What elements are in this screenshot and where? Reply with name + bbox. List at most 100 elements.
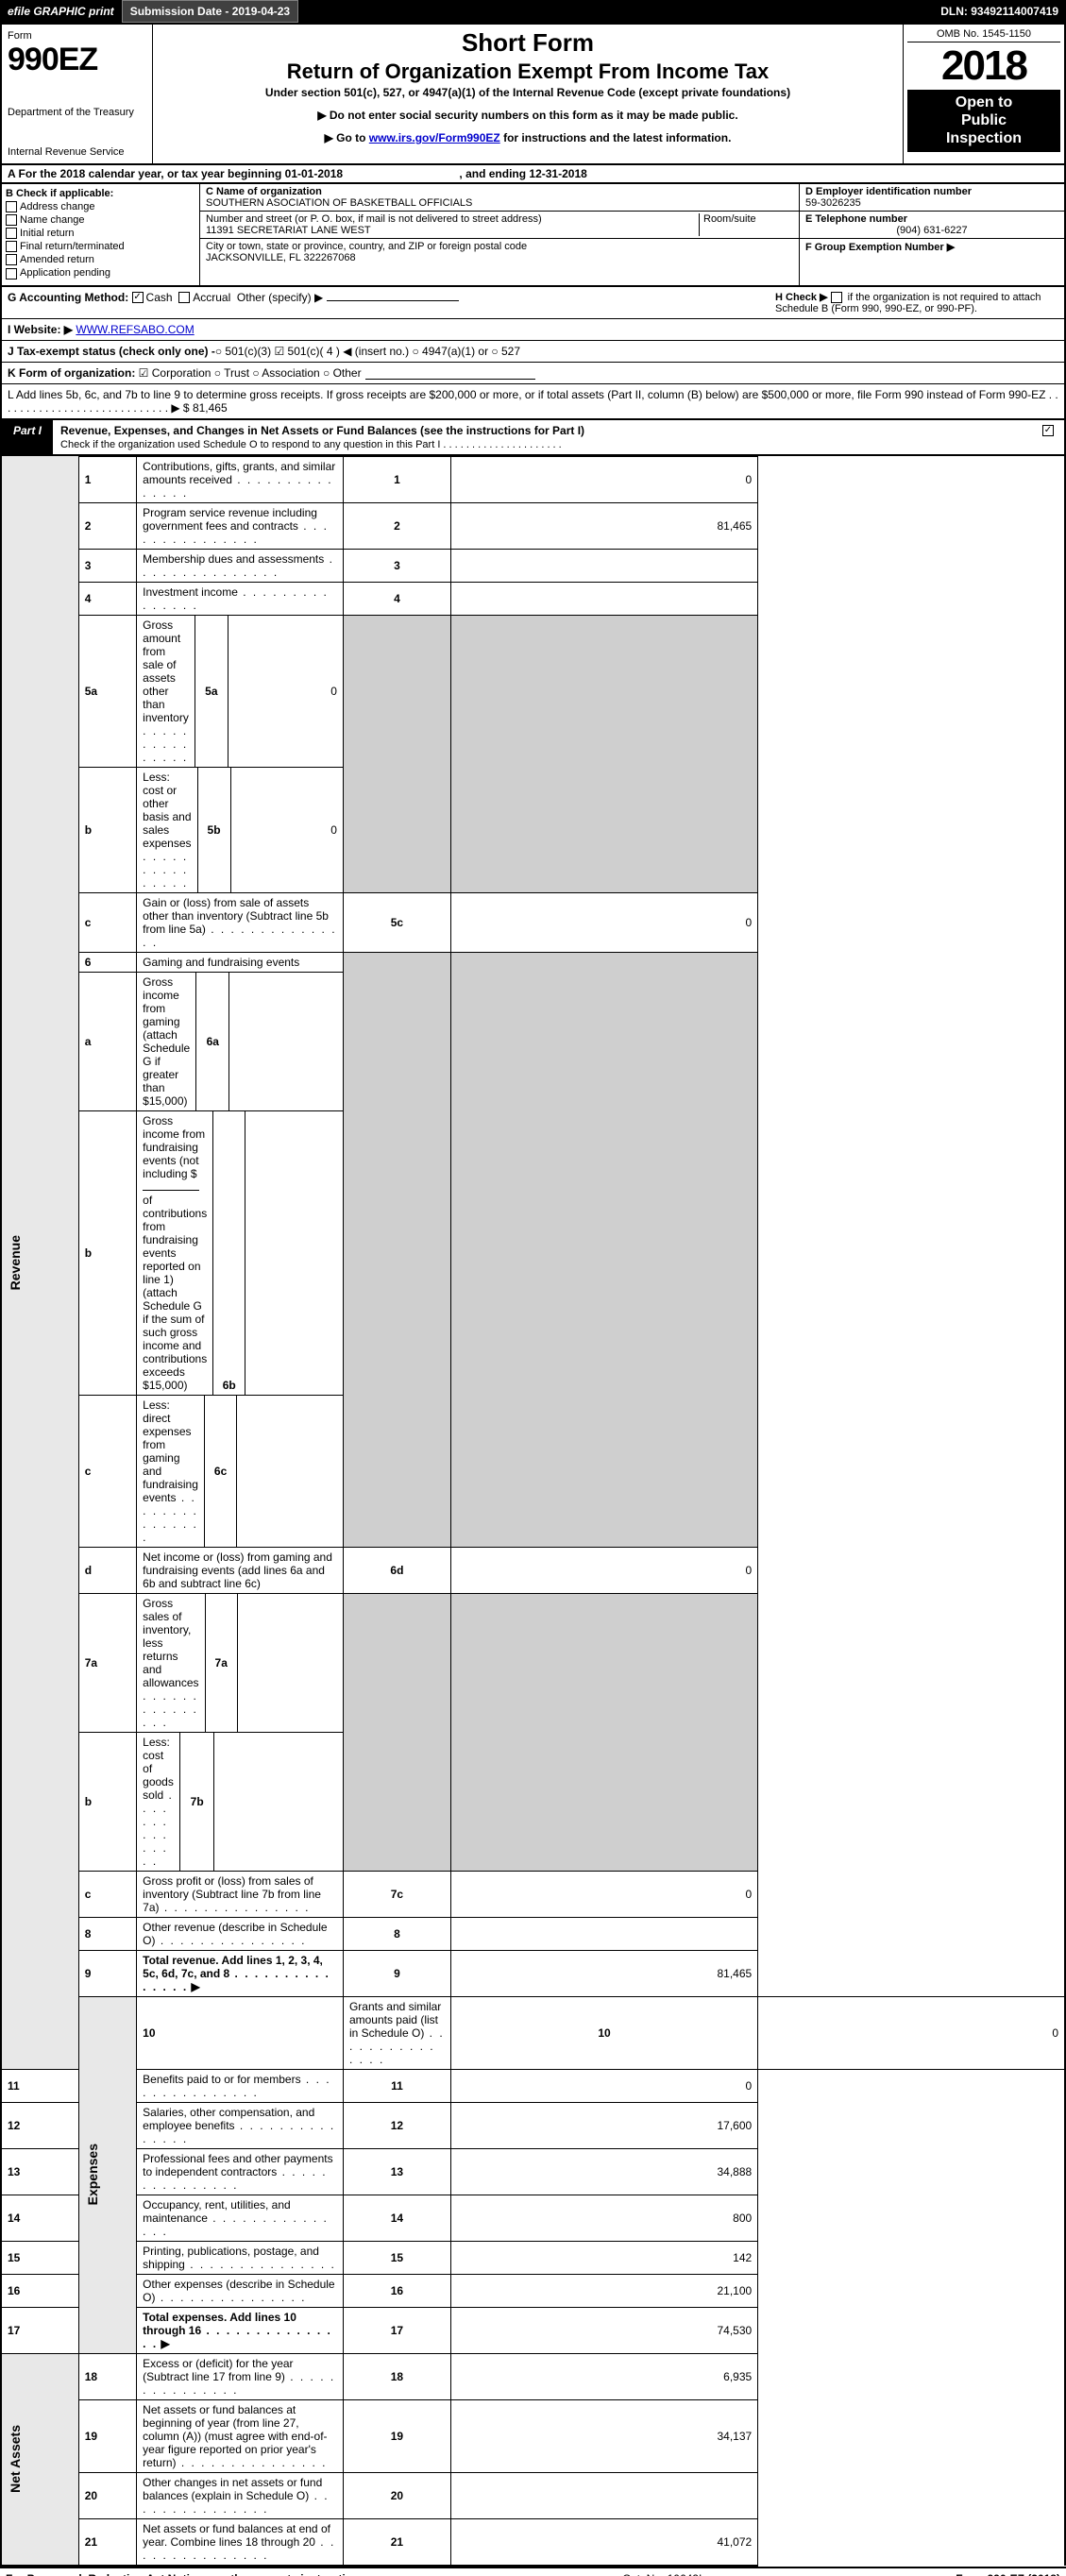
line16-desc: Other expenses (describe in Schedule O)	[143, 2278, 334, 2304]
top-bar: efile GRAPHIC print Submission Date - 20…	[0, 0, 1066, 23]
line2-desc: Program service revenue including govern…	[143, 506, 329, 546]
line8-desc: Other revenue (describe in Schedule O)	[143, 1921, 327, 1947]
dln: DLN: 93492114007419	[933, 0, 1066, 23]
chk-initial-return[interactable]: Initial return	[6, 228, 195, 239]
part1-tab: Part I	[2, 420, 53, 454]
efile-print-label[interactable]: efile GRAPHIC print	[0, 0, 122, 23]
k-options: ☑ Corporation ○ Trust ○ Association ○ Ot…	[139, 366, 362, 380]
line21-val: 41,072	[450, 2518, 757, 2566]
city-label: City or town, state or province, country…	[206, 241, 793, 252]
form-subtitle: Under section 501(c), 527, or 4947(a)(1)…	[157, 86, 899, 99]
goto-post: for instructions and the latest informat…	[500, 131, 732, 144]
org-name: SOUTHERN ASOCIATION OF BASKETBALL OFFICI…	[206, 197, 793, 209]
line7a-desc: Gross sales of inventory, less returns a…	[143, 1597, 198, 1729]
info-grid: B Check if applicable: Address change Na…	[0, 184, 1066, 287]
part1-checkbox[interactable]	[1035, 420, 1064, 454]
line6b-desc1: Gross income from fundraising events (no…	[143, 1114, 205, 1180]
row-j: J Tax-exempt status (check only one) - ○…	[0, 341, 1066, 363]
line11-desc: Benefits paid to or for members	[143, 2073, 330, 2099]
line15-desc: Printing, publications, postage, and shi…	[143, 2245, 336, 2271]
header-right: OMB No. 1545-1150 2018 Open to Public In…	[904, 25, 1064, 163]
form-word: Form	[8, 30, 146, 42]
line16-val: 21,100	[450, 2274, 757, 2307]
row-l: L Add lines 5b, 6c, and 7b to line 9 to …	[0, 384, 1066, 420]
chk-address-change[interactable]: Address change	[6, 201, 195, 212]
j-options: ○ 501(c)(3) ☑ 501(c)( 4 ) ◀ (insert no.)…	[215, 345, 520, 358]
form-title: Return of Organization Exempt From Incom…	[157, 59, 899, 84]
website-link[interactable]: WWW.REFSABO.COM	[76, 323, 194, 336]
line6b-amount-input[interactable]	[143, 1190, 199, 1191]
line5c-desc: Gain or (loss) from sale of assets other…	[143, 896, 336, 949]
row-k: K Form of organization: ☑ Corporation ○ …	[0, 363, 1066, 384]
part1-table: Revenue 1Contributions, gifts, grants, a…	[0, 456, 1066, 2567]
line6c-desc: Less: direct expenses from gaming and fu…	[143, 1398, 198, 1544]
part1-check-line: Check if the organization used Schedule …	[60, 439, 562, 450]
form-number: 990EZ	[8, 42, 146, 78]
cash-label: Cash	[146, 291, 173, 304]
tax-period-row: A For the 2018 calendar year, or tax yea…	[0, 165, 1066, 184]
other-label: Other (specify) ▶	[237, 291, 323, 304]
d-label: D Employer identification number	[805, 186, 1058, 197]
goto-pre: ▶ Go to	[325, 131, 369, 144]
revenue-side-label: Revenue	[8, 1235, 23, 1290]
line17-desc: Total expenses. Add lines 10 through 16	[143, 2311, 332, 2350]
line7c-val: 0	[450, 1871, 757, 1917]
other-specify-input[interactable]	[327, 300, 459, 301]
chk-accrual[interactable]	[178, 292, 190, 303]
row-g-h: G Accounting Method: Cash Accrual Other …	[0, 287, 1066, 319]
box-def: D Employer identification number 59-3026…	[800, 184, 1064, 285]
e-label: E Telephone number	[805, 213, 1058, 225]
line5c-val: 0	[450, 892, 757, 952]
line3-desc: Membership dues and assessments	[143, 552, 334, 579]
irs-link[interactable]: www.irs.gov/Form990EZ	[369, 131, 500, 144]
line1-desc: Contributions, gifts, grants, and simila…	[143, 460, 335, 500]
h-label: H Check ▶	[775, 292, 828, 303]
line6a-desc: Gross income from gaming (attach Schedul…	[137, 973, 196, 1110]
box-b: B Check if applicable: Address change Na…	[2, 184, 200, 285]
f-label: F Group Exemption Number ▶	[805, 241, 1058, 253]
c-label: C Name of organization	[206, 186, 793, 197]
header-middle: Short Form Return of Organization Exempt…	[153, 25, 904, 163]
line6a-subval	[229, 973, 343, 1110]
line9-desc: Total revenue. Add lines 1, 2, 3, 4, 5c,…	[143, 1954, 330, 1993]
chk-final-return[interactable]: Final return/terminated	[6, 241, 195, 252]
city-state-zip: JACKSONVILLE, FL 322267068	[206, 252, 793, 263]
line20-desc: Other changes in net assets or fund bala…	[143, 2476, 329, 2516]
line21-desc: Net assets or fund balances at end of ye…	[143, 2522, 335, 2562]
line7b-desc: Less: cost of goods sold	[143, 1736, 174, 1868]
g-label: G Accounting Method:	[8, 291, 128, 304]
period-a: A For the 2018 calendar year, or tax yea…	[8, 167, 343, 180]
line17-val: 74,530	[450, 2307, 757, 2353]
chk-amended-return[interactable]: Amended return	[6, 254, 195, 265]
line6d-desc: Net income or (loss) from gaming and fun…	[137, 1547, 344, 1593]
form-header: Form 990EZ Department of the Treasury In…	[0, 23, 1066, 165]
line5b-desc: Less: cost or other basis and sales expe…	[143, 771, 191, 890]
line10-val: 0	[758, 1996, 1065, 2069]
chk-cash[interactable]	[132, 292, 144, 303]
line14-val: 800	[450, 2195, 757, 2241]
footer-catno: Cat. No. 10642I	[622, 2572, 702, 2576]
dept-irs: Internal Revenue Service	[8, 146, 146, 158]
goto-note: ▶ Go to www.irs.gov/Form990EZ for instru…	[157, 131, 899, 144]
line6d-val: 0	[450, 1547, 757, 1593]
telephone: (904) 631-6227	[805, 225, 1058, 236]
chk-schedule-b[interactable]	[831, 292, 842, 303]
open-public-inspection: Open to Public Inspection	[907, 90, 1060, 152]
line4-desc: Investment income	[143, 585, 329, 612]
part1-title: Revenue, Expenses, and Changes in Net As…	[53, 420, 1035, 454]
box-c: C Name of organization SOUTHERN ASOCIATI…	[200, 184, 800, 285]
row-i: I Website: ▶ WWW.REFSABO.COM	[0, 319, 1066, 341]
line13-desc: Professional fees and other payments to …	[143, 2152, 332, 2192]
chk-application-pending[interactable]: Application pending	[6, 267, 195, 279]
j-label: J Tax-exempt status (check only one) -	[8, 345, 215, 358]
tax-year: 2018	[907, 42, 1060, 90]
header-left: Form 990EZ Department of the Treasury In…	[2, 25, 153, 163]
line10-desc: Grants and similar amounts paid (list in…	[349, 2000, 445, 2066]
open-line2: Public	[911, 111, 1057, 129]
line3-val	[450, 549, 757, 582]
chk-name-change[interactable]: Name change	[6, 214, 195, 226]
line5b-subval: 0	[230, 768, 343, 892]
netassets-side-label: Net Assets	[8, 2425, 23, 2493]
k-other-input[interactable]	[365, 366, 535, 380]
line12-desc: Salaries, other compensation, and employ…	[143, 2106, 335, 2145]
